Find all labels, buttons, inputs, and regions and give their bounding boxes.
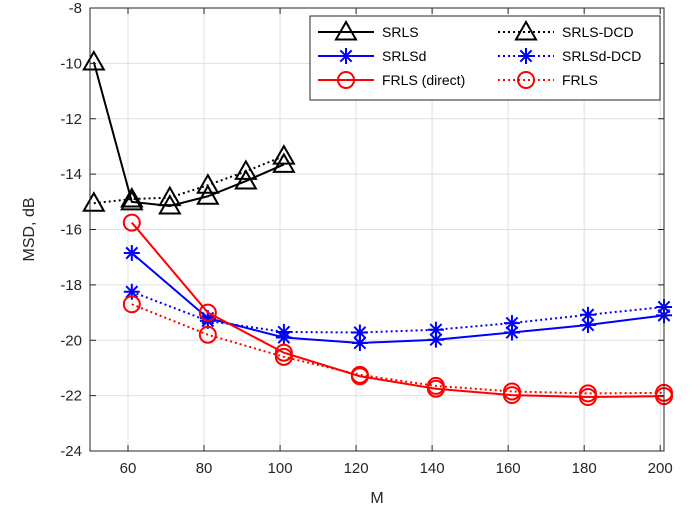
asterisk-marker	[579, 306, 596, 323]
circle-marker	[198, 325, 217, 344]
x-axis-label: M	[370, 490, 383, 507]
y-axis-label: MSD, dB	[21, 197, 38, 261]
circle-marker	[122, 295, 141, 314]
legend-label: SRLSd	[382, 48, 426, 64]
data-series	[82, 49, 673, 407]
y-tick-label: -14	[60, 166, 82, 183]
legend-entry: SRLSd	[318, 48, 426, 64]
circle-marker	[122, 213, 141, 232]
asterisk-stroke	[581, 308, 595, 322]
asterisk-stroke	[519, 49, 533, 63]
axis-ticks: 60 80 100 120 140 160 180 200 -24 -22 -20 -18 -16 -14…	[60, 0, 672, 477]
asterisk-stroke	[125, 285, 139, 299]
triangle-marker	[82, 191, 106, 212]
legend-entry: FRLS (direct)	[318, 71, 465, 89]
y-tick-label: -8	[69, 0, 82, 17]
x-tick-label: 80	[196, 460, 213, 477]
asterisk-stroke	[353, 336, 367, 350]
asterisk-marker	[427, 331, 444, 348]
asterisk-stroke	[429, 333, 443, 347]
asterisk-stroke	[339, 49, 353, 63]
asterisk-marker	[518, 48, 534, 64]
triangle-marker	[120, 187, 144, 208]
asterisk-stroke	[353, 326, 367, 339]
circle-marker	[274, 343, 293, 362]
legend-label: FRLS	[562, 72, 598, 88]
circle-marker	[198, 303, 217, 322]
triangle-marker	[196, 173, 220, 194]
x-tick-label: 120	[344, 460, 369, 477]
triangle-marker	[272, 144, 296, 165]
legend-entry: SRLS-DCD	[498, 19, 634, 41]
triangle-marker	[334, 19, 358, 41]
series-1	[82, 144, 296, 212]
y-tick-label: -18	[60, 277, 82, 294]
series-line	[131, 290, 665, 334]
legend: SRLS SRLS-DCD SRLSd SRLSd-DCD FRLS (direct) F…	[309, 15, 661, 101]
x-tick-label: 100	[268, 460, 293, 477]
legend-entry: SRLS	[318, 19, 419, 41]
asterisk-stroke	[505, 316, 519, 330]
circle-marker	[350, 365, 369, 384]
circle-marker	[426, 376, 445, 395]
triangle-marker	[82, 49, 106, 71]
asterisk-stroke	[429, 323, 443, 337]
asterisk-marker	[338, 48, 354, 64]
x-tick-label: 180	[572, 460, 597, 477]
triangle-marker	[234, 159, 258, 180]
circle-marker	[502, 382, 521, 401]
asterisk-marker	[427, 321, 444, 338]
legend-box	[309, 15, 661, 101]
legend-label: SRLS-DCD	[562, 24, 634, 40]
series-line	[131, 221, 665, 399]
asterisk-marker	[503, 315, 520, 332]
y-tick-label: -12	[60, 111, 82, 128]
legend-entry: FRLS	[498, 71, 598, 89]
x-tick-label: 160	[496, 460, 521, 477]
x-tick-label: 140	[420, 460, 445, 477]
y-tick-label: -16	[60, 222, 82, 239]
circle-marker	[517, 71, 535, 89]
x-tick-label: 60	[120, 460, 137, 477]
asterisk-marker	[123, 283, 140, 300]
x-tick-label: 200	[648, 460, 673, 477]
circle-marker	[578, 384, 597, 403]
legend-label: FRLS (direct)	[382, 72, 465, 88]
legend-label: SRLS	[382, 24, 419, 40]
asterisk-marker	[351, 324, 368, 341]
y-tick-label: -20	[60, 332, 82, 349]
triangle-marker	[514, 19, 538, 41]
series-5	[122, 295, 673, 403]
triangle-marker	[196, 184, 220, 205]
asterisk-stroke	[581, 318, 595, 332]
series-line	[131, 303, 665, 395]
y-tick-label: -22	[60, 388, 82, 405]
triangle-marker	[158, 185, 182, 207]
legend-label: SRLSd-DCD	[562, 48, 641, 64]
legend-entry: SRLSd-DCD	[498, 48, 641, 64]
y-tick-label: -24	[60, 443, 82, 460]
triangle-marker	[120, 189, 144, 211]
asterisk-stroke	[125, 246, 139, 260]
circle-marker	[337, 71, 355, 89]
asterisk-stroke	[505, 326, 519, 339]
circle-marker	[274, 347, 293, 366]
asterisk-marker	[275, 323, 292, 340]
y-tick-label: -10	[60, 55, 82, 72]
asterisk-marker	[123, 245, 140, 262]
asterisk-stroke	[277, 325, 291, 339]
series-line	[131, 252, 665, 345]
